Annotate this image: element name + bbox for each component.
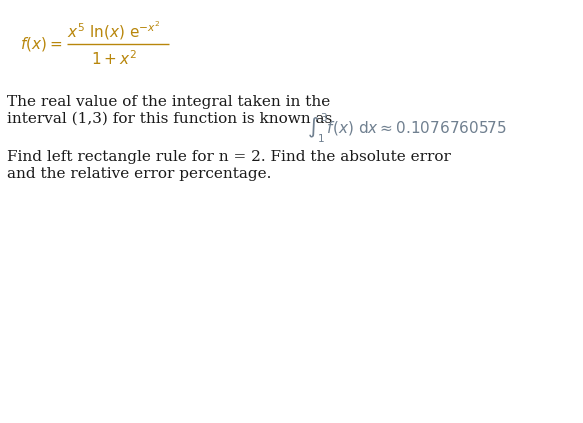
Text: $f(x) =$: $f(x) =$ xyxy=(20,36,63,53)
Text: $x^5\ \ln(x)\ \mathrm{e}^{-x^2}$: $x^5\ \ln(x)\ \mathrm{e}^{-x^2}$ xyxy=(67,19,160,42)
Text: interval (1,3) for this function is known as: interval (1,3) for this function is know… xyxy=(7,112,332,126)
Text: The real value of the integral taken in the: The real value of the integral taken in … xyxy=(7,95,330,109)
Text: and the relative error percentage.: and the relative error percentage. xyxy=(7,167,271,181)
Text: $1 + x^2$: $1 + x^2$ xyxy=(91,49,136,68)
Text: $\int_1^3 f(x)\ \mathrm{d}x \approx 0.1076760575$: $\int_1^3 f(x)\ \mathrm{d}x \approx 0.10… xyxy=(307,112,507,146)
Text: Find left rectangle rule for n = 2. Find the absolute error: Find left rectangle rule for n = 2. Find… xyxy=(7,150,451,164)
